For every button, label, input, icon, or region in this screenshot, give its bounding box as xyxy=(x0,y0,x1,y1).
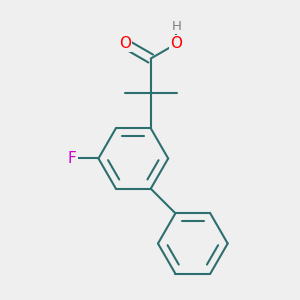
Text: O: O xyxy=(170,36,182,51)
Text: O: O xyxy=(119,36,131,51)
Text: H: H xyxy=(172,20,182,33)
Text: F: F xyxy=(68,151,77,166)
